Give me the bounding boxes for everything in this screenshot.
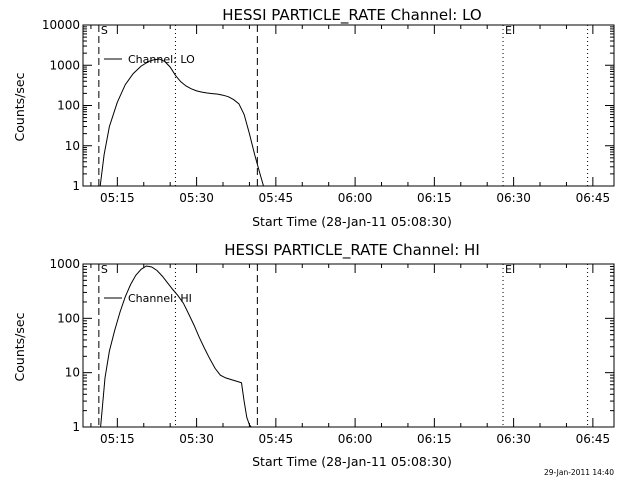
x-tick-label: 05:30 bbox=[179, 432, 214, 446]
y-tick-label: 1 bbox=[72, 420, 80, 434]
y-tick-label: 10 bbox=[65, 139, 80, 153]
panel-hi: HESSI PARTICLE_RATE Channel: HI Start Ti… bbox=[12, 241, 615, 469]
panel-hi-xlabel: Start Time (28-Jan-11 05:08:30) bbox=[252, 454, 452, 469]
x-tick-label: 06:45 bbox=[576, 191, 611, 205]
y-tick-label: 10 bbox=[65, 366, 80, 380]
panel-hi-title: HESSI PARTICLE_RATE Channel: HI bbox=[224, 241, 480, 260]
time-marker-label: S bbox=[101, 24, 108, 37]
y-tick-label: 1 bbox=[72, 179, 80, 193]
panel-lo-ylabel: Counts/sec bbox=[12, 72, 27, 141]
x-tick-label: 05:30 bbox=[179, 191, 214, 205]
y-tick-label: 1000 bbox=[49, 257, 80, 271]
x-tick-label: 05:45 bbox=[259, 432, 294, 446]
panel-lo-series-line bbox=[99, 58, 264, 187]
x-tick-label: 06:15 bbox=[417, 191, 452, 205]
x-tick-label: 06:30 bbox=[496, 191, 531, 205]
x-tick-label: 06:00 bbox=[338, 432, 373, 446]
panel-hi-axes bbox=[82, 263, 615, 428]
y-tick-label: 100 bbox=[57, 311, 80, 325]
panel-hi-ylabel: Counts/sec bbox=[12, 312, 27, 381]
y-tick-label: 100 bbox=[57, 99, 80, 113]
panel-hi-ticks: 05:15 05:30 05:45 06:00 06:15 06:30 06:45 1 10 10… bbox=[49, 257, 614, 446]
x-tick-label: 05:45 bbox=[259, 191, 294, 205]
panel-lo-ticks: 05:15 05:30 05:45 06:00 06:15 06:30 06:45 1 10 10… bbox=[42, 18, 614, 205]
x-tick-label: 05:15 bbox=[100, 432, 135, 446]
x-tick-label: 06:15 bbox=[417, 432, 452, 446]
time-marker-label: E bbox=[505, 263, 512, 276]
panel-hi-legend-label: Channel: HI bbox=[128, 292, 192, 305]
x-tick-label: 06:00 bbox=[338, 191, 373, 205]
panel-lo-title: HESSI PARTICLE_RATE Channel: LO bbox=[222, 6, 481, 25]
plot-frame bbox=[82, 263, 615, 428]
y-tick-label: 1000 bbox=[49, 58, 80, 72]
x-tick-label: 05:15 bbox=[100, 191, 135, 205]
x-tick-label: 06:45 bbox=[576, 432, 611, 446]
panel-lo-xlabel: Start Time (28-Jan-11 05:08:30) bbox=[252, 214, 452, 229]
footer-timestamp: 29-Jan-2011 14:40 bbox=[544, 468, 614, 477]
y-tick-label: 10000 bbox=[42, 18, 80, 32]
time-marker-label: S bbox=[101, 263, 108, 276]
panel-lo: HESSI PARTICLE_RATE Channel: LO Start Ti… bbox=[12, 6, 615, 229]
x-tick-label: 06:30 bbox=[496, 432, 531, 446]
time-marker-label: E bbox=[505, 24, 512, 37]
panel-hi-series-line bbox=[100, 265, 252, 428]
